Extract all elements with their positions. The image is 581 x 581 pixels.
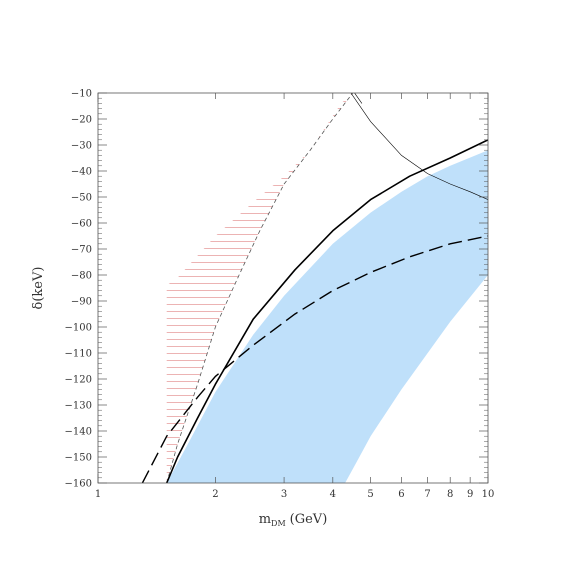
thin-curve-4: [354, 93, 363, 104]
x-tick-label: 8: [447, 489, 453, 500]
y-tick-label: −130: [65, 401, 92, 412]
y-tick-label: −150: [65, 453, 92, 464]
plot-area: [141, 93, 488, 483]
plot-frame: [97, 92, 489, 484]
y-tick-label: −90: [71, 297, 92, 308]
y-tick-label: −70: [71, 245, 92, 256]
x-tick-label: 9: [467, 489, 473, 500]
y-tick-label: −60: [71, 219, 92, 230]
y-tick-label: −20: [71, 115, 92, 126]
tick-labels: 1 2 3 4 5 6 7 8 9 10 −10 −20 −30 −40 −50 −60 −70 −80 −90 −1…: [65, 89, 495, 501]
y-tick-label: −30: [71, 141, 92, 152]
x-tick-label: 5: [367, 489, 373, 500]
x-tick-label: 4: [330, 489, 336, 500]
allowed-band: [166, 150, 488, 483]
y-tick-label: −140: [65, 427, 92, 438]
y-tick-label: −160: [65, 479, 92, 490]
y-tick-label: −110: [65, 349, 92, 360]
y-tick-label: −50: [71, 193, 92, 204]
x-tick-label: 10: [482, 489, 495, 500]
y-tick-label: −120: [65, 375, 92, 386]
x-tick-label: 3: [281, 489, 287, 500]
y-tick-label: −80: [71, 271, 92, 282]
y-tick-label: −100: [65, 323, 92, 334]
y-tick-label: −40: [71, 167, 92, 178]
x-tick-label: 2: [212, 489, 218, 500]
y-axis-label: δ(keV): [31, 267, 46, 310]
dashed-curve: [141, 235, 488, 483]
x-tick-label: 7: [424, 489, 430, 500]
ticks: [97, 92, 489, 484]
y-tick-label: −10: [71, 89, 92, 100]
solid-curve: [165, 139, 488, 483]
thin-curve-5: [350, 93, 488, 200]
x-tick-label: 6: [398, 489, 404, 500]
x-axis-label: mDM (GeV): [259, 512, 328, 528]
excluded-hatched-region: [166, 93, 353, 483]
axes: [97, 92, 489, 484]
hatched-region-boundary: [166, 93, 354, 483]
x-tick-label: 1: [95, 489, 101, 500]
